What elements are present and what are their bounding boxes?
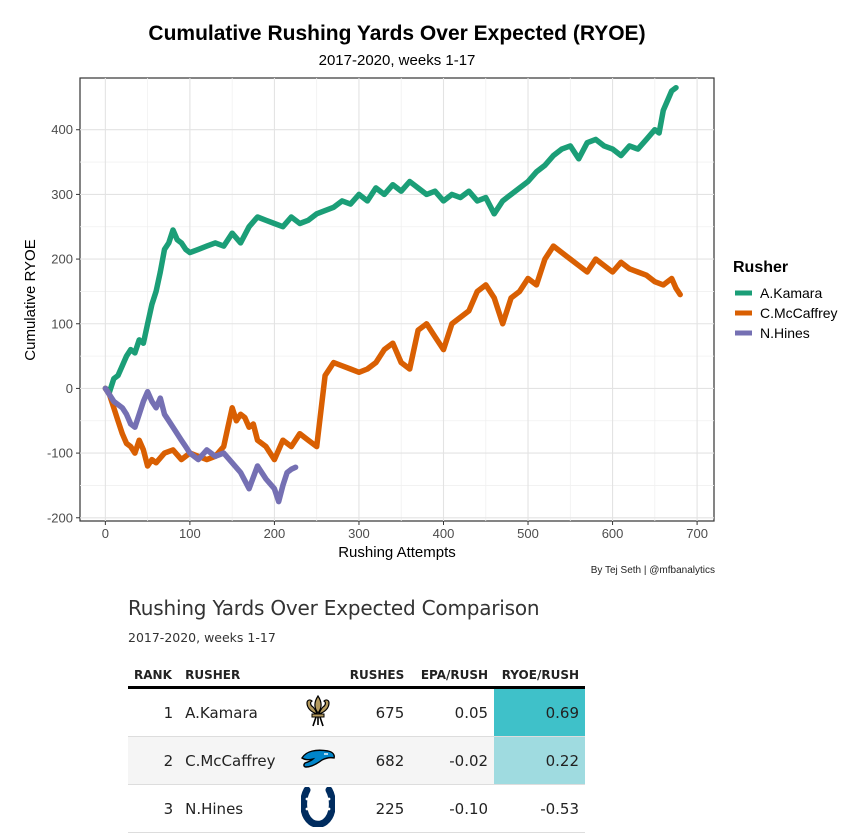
- rusher-cell: C.McCaffrey: [179, 736, 294, 785]
- x-tick-label: 600: [602, 526, 624, 541]
- y-tick-label: 300: [51, 187, 73, 202]
- ryoe-line-chart: Cumulative Rushing Yards Over Expected (…: [22, 22, 838, 561]
- header-ryoe: RYOE/RUSH: [494, 664, 585, 689]
- x-tick-label: 100: [179, 526, 201, 541]
- x-tick-label: 500: [517, 526, 539, 541]
- table-subtitle: 2017-2020, weeks 1-17: [128, 630, 276, 645]
- epa-cell: -0.10: [410, 784, 495, 833]
- y-tick-label: 400: [51, 122, 73, 137]
- ryoe-cell: 0.69: [494, 687, 585, 737]
- series-line-a-kamara: [102, 84, 679, 395]
- rusher-cell: N.Hines: [179, 784, 294, 833]
- epa-cell: 0.05: [410, 687, 495, 737]
- y-axis-label: Cumulative RYOE: [22, 239, 39, 360]
- panthers-logo-icon: [293, 736, 344, 785]
- header-rushes: RUSHES: [343, 664, 411, 689]
- header-rusher: RUSHER: [179, 664, 294, 689]
- comparison-table: RANK RUSHER RUSHES EPA/RUSH RYOE/RUSH 1 …: [128, 664, 585, 833]
- rank-cell: 1: [128, 687, 180, 737]
- rank-cell: 2: [128, 736, 180, 785]
- x-tick-label: 300: [348, 526, 370, 541]
- y-tick-label: 200: [51, 252, 73, 267]
- chart-title: Cumulative Rushing Yards Over Expected (…: [148, 22, 645, 45]
- table-header-row: RANK RUSHER RUSHES EPA/RUSH RYOE/RUSH: [128, 664, 585, 689]
- ryoe-cell: 0.22: [494, 736, 585, 785]
- table-row: 3 N.Hines 225 -0.10 -0.53: [128, 784, 585, 833]
- y-tick-label: -200: [47, 510, 73, 525]
- colts-horseshoe-icon: [293, 784, 344, 833]
- x-tick-label: 400: [433, 526, 455, 541]
- chart-credit: By Tej Seth | @mfbanalytics: [590, 565, 715, 576]
- x-tick-label: 0: [102, 526, 109, 541]
- legend-label: N.Hines: [760, 325, 810, 341]
- epa-cell: -0.02: [410, 736, 495, 785]
- series-lines: [102, 84, 683, 505]
- x-tick-label: 700: [686, 526, 708, 541]
- comparison-table-section: Rushing Yards Over Expected Comparison 2…: [128, 596, 588, 833]
- rusher-cell: A.Kamara: [179, 687, 294, 737]
- header-epa: EPA/RUSH: [410, 664, 495, 689]
- header-logo: [293, 664, 344, 689]
- legend-title: Rusher: [733, 259, 788, 276]
- legend-label: A.Kamara: [760, 285, 822, 301]
- legend-label: C.McCaffrey: [760, 305, 838, 321]
- table-row: 2 C.McCaffrey 682 -0.02 0.22: [128, 736, 585, 785]
- saints-fleur-de-lis-icon: [293, 687, 344, 737]
- rushes-cell: 225: [343, 784, 411, 833]
- x-axis-label: Rushing Attempts: [338, 544, 456, 561]
- legend: A.Kamara C.McCaffrey N.Hines: [735, 285, 838, 341]
- table-row: 1 A.Kamara 675 0.05 0.69: [128, 687, 585, 737]
- header-rank: RANK: [128, 664, 180, 689]
- rank-cell: 3: [128, 784, 180, 833]
- series-line-c-mccaffrey: [102, 243, 683, 469]
- axes: 0 100 200 300 400 500 600 700 -200 -100 0 100 200 300…: [47, 122, 708, 541]
- y-tick-label: -100: [47, 446, 73, 461]
- y-tick-label: 0: [66, 381, 73, 396]
- y-tick-label: 100: [51, 316, 73, 331]
- chart-subtitle: 2017-2020, weeks 1-17: [319, 52, 476, 69]
- rushes-cell: 682: [343, 736, 411, 785]
- series-line-n-hines: [102, 385, 299, 505]
- rushes-cell: 675: [343, 687, 411, 737]
- table-title: Rushing Yards Over Expected Comparison: [128, 596, 540, 620]
- ryoe-cell: -0.53: [494, 784, 585, 833]
- x-tick-label: 200: [264, 526, 286, 541]
